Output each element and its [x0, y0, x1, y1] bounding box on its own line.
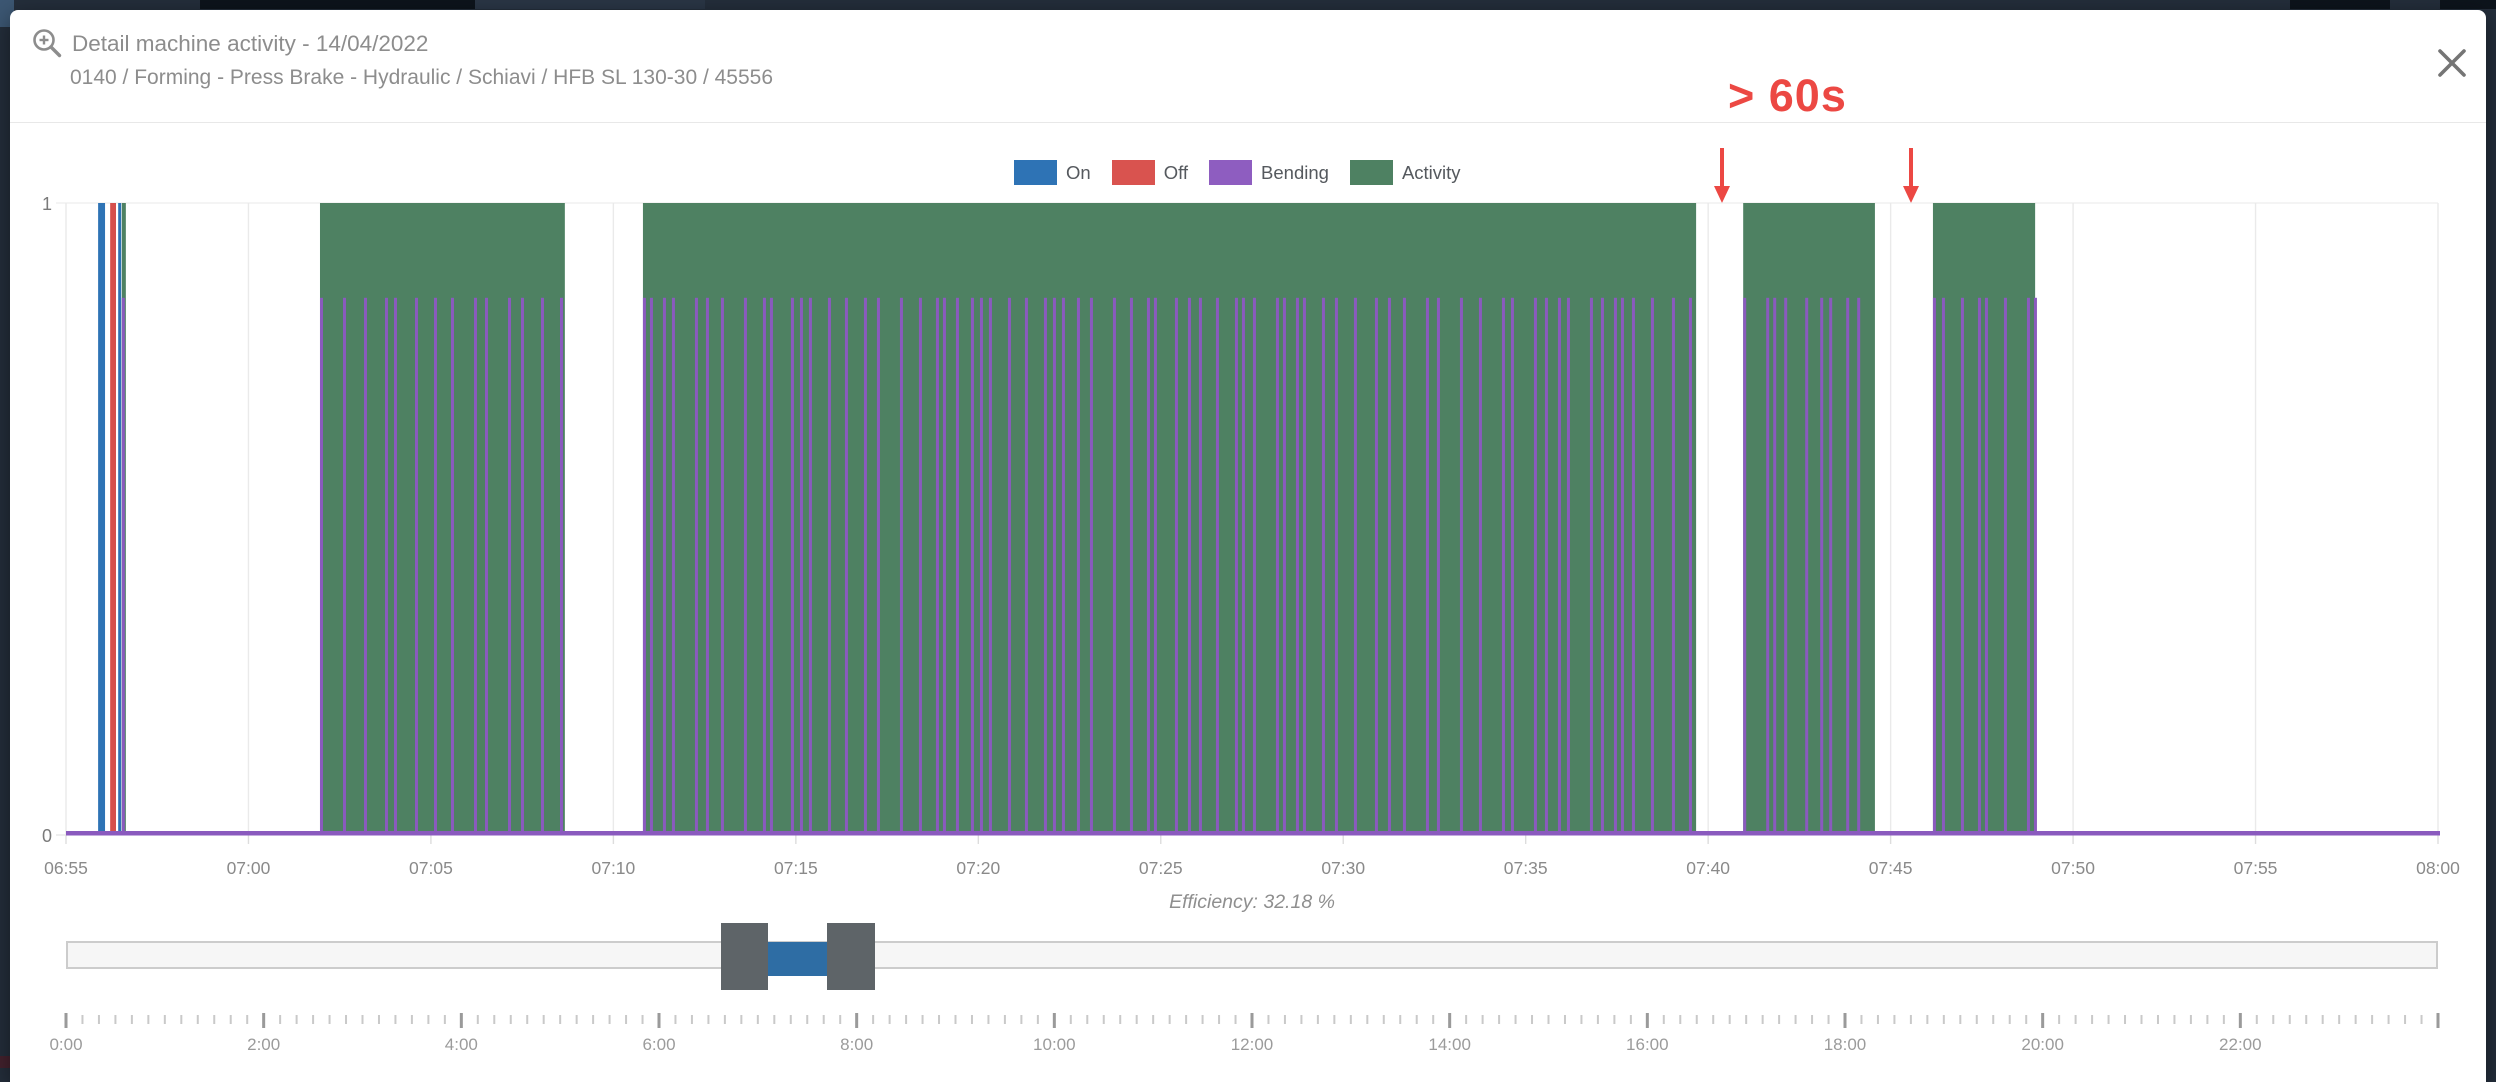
backdrop-fragment	[2290, 0, 2390, 9]
legend-item-bending[interactable]: Bending	[1209, 160, 1329, 185]
legend-swatch	[1111, 160, 1155, 185]
legend-swatch	[1014, 160, 1057, 185]
legend-swatch	[1209, 160, 1253, 185]
dialog-subtitle: 0140 / Forming - Press Brake - Hydraulic…	[70, 66, 774, 89]
range-slider-handle-right[interactable]	[827, 923, 875, 990]
range-slider-window[interactable]	[768, 942, 828, 976]
backdrop-fragment	[0, 1056, 10, 1068]
range-slider-handle-left[interactable]	[720, 923, 769, 990]
chart-legend: On Off Bending Activity	[1014, 160, 1461, 185]
backdrop-fragment	[475, 0, 705, 9]
close-button[interactable]	[2431, 42, 2473, 84]
gap-annotation-label: > 60s	[1728, 70, 1847, 121]
backdrop-fragment	[200, 0, 475, 9]
legend-label: Bending	[1261, 161, 1329, 183]
close-icon	[2438, 49, 2466, 77]
legend-item-activity[interactable]: Activity	[1349, 160, 1461, 185]
gap-arrow-icon	[1903, 148, 1920, 203]
efficiency-label: Efficiency: 32.18 %	[1169, 891, 1335, 913]
backdrop-fragment	[2440, 0, 2496, 9]
legend-label: Activity	[1401, 161, 1461, 183]
legend-label: On	[1066, 161, 1091, 183]
header-divider	[10, 122, 2486, 123]
legend-item-off[interactable]: Off	[1111, 160, 1189, 185]
dialog-title: Detail machine activity - 14/04/2022	[72, 31, 429, 56]
legend-label: Off	[1163, 161, 1189, 183]
legend-item-on[interactable]: On	[1014, 160, 1091, 185]
gap-arrow-icon	[1714, 148, 1731, 203]
zoom-in-icon	[33, 29, 62, 58]
range-slider-track[interactable]	[66, 941, 2438, 969]
legend-swatch	[1349, 160, 1393, 185]
